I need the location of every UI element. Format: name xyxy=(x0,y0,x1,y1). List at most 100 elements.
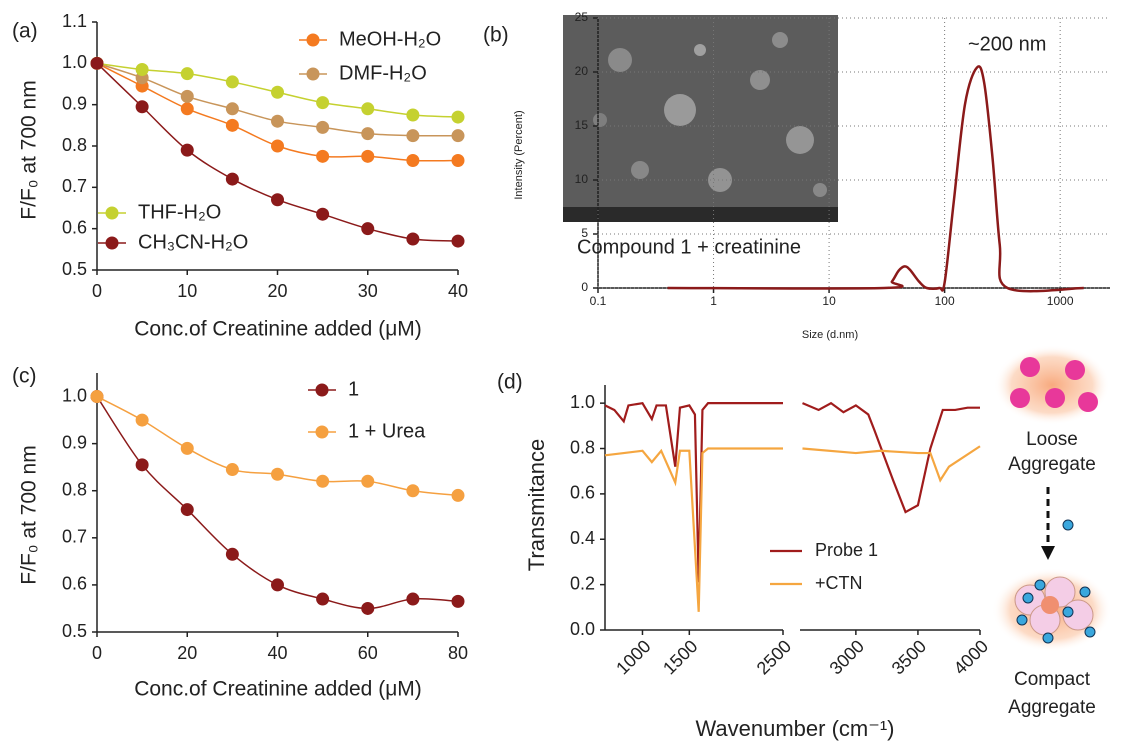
y-tick-label: 0.7 xyxy=(62,176,87,196)
point xyxy=(452,129,465,142)
y-tick-label: 1.0 xyxy=(62,52,87,72)
y-tick-label: 1.0 xyxy=(570,392,595,412)
x-axis-label: Conc.of Creatinine added (μM) xyxy=(134,318,422,341)
schematic-label: Compact xyxy=(1014,669,1091,690)
line xyxy=(802,403,980,512)
point xyxy=(181,442,194,455)
x-tick-label: 0.1 xyxy=(590,294,607,308)
legend-label: THF-H₂O xyxy=(138,201,221,223)
point xyxy=(91,57,104,70)
point xyxy=(361,475,374,488)
point xyxy=(181,503,194,516)
y-tick-label: 0.7 xyxy=(62,527,87,547)
x-tick-label: 10 xyxy=(177,281,197,301)
point xyxy=(226,102,239,115)
x-tick-label: 3500 xyxy=(888,636,930,678)
point xyxy=(91,390,104,403)
x-tick-label: 1500 xyxy=(659,636,701,678)
x-tick-label: 10 xyxy=(822,294,836,308)
y-tick-label: 10 xyxy=(575,172,589,186)
point xyxy=(452,111,465,124)
point xyxy=(406,129,419,142)
point xyxy=(406,154,419,167)
page: Loose Aggregate Compact Aggregate 0.5 0.6… xyxy=(0,0,1123,747)
x-tick-label: 2500 xyxy=(753,636,795,678)
y-tick-label: 0.6 xyxy=(62,217,87,237)
point xyxy=(406,484,419,497)
legend-label: DMF-H₂O xyxy=(339,62,427,84)
point xyxy=(361,127,374,140)
x-axis-label: Conc.of Creatinine added (μM) xyxy=(134,678,422,701)
y-tick-label: 0.4 xyxy=(570,528,595,548)
point xyxy=(316,121,329,134)
y-tick-label: 0.8 xyxy=(62,135,87,155)
x-tick-label: 40 xyxy=(448,281,468,301)
x-tick-label: 1000 xyxy=(612,636,654,678)
annotation: Compound 1 + creatinine xyxy=(577,236,801,258)
point xyxy=(271,86,284,99)
x-tick-label: 0 xyxy=(92,643,102,663)
y-tick-label: 0.9 xyxy=(62,93,87,113)
y-tick-label: 20 xyxy=(575,64,589,78)
legend-marker xyxy=(316,426,329,439)
point xyxy=(361,602,374,615)
x-tick-label: 80 xyxy=(448,643,468,663)
point xyxy=(136,414,149,427)
point xyxy=(316,593,329,606)
point xyxy=(136,63,149,76)
x-tick-label: 60 xyxy=(358,643,378,663)
line xyxy=(605,403,783,582)
schematic-label: Loose xyxy=(1026,429,1078,450)
point xyxy=(406,109,419,122)
panel-label: (c) xyxy=(12,365,37,388)
legend-marker xyxy=(106,237,119,250)
legend-label: 1 xyxy=(348,378,359,400)
legend-label: +CTN xyxy=(815,573,863,593)
x-axis-label: Size (d.nm) xyxy=(802,329,858,341)
x-tick-label: 20 xyxy=(177,643,197,663)
panel-label: (a) xyxy=(12,20,38,43)
point xyxy=(271,578,284,591)
panel-label: (b) xyxy=(483,24,509,47)
y-tick-label: 0.2 xyxy=(570,573,595,593)
point xyxy=(226,119,239,132)
point xyxy=(316,150,329,163)
line xyxy=(605,449,783,612)
point xyxy=(361,150,374,163)
point xyxy=(136,458,149,471)
point xyxy=(271,115,284,128)
y-axis-label: F/F₀ at 700 nm xyxy=(18,445,41,584)
schematic: Loose Aggregate Compact Aggregate xyxy=(992,345,1112,718)
point xyxy=(181,102,194,115)
y-tick-label: 1.0 xyxy=(62,385,87,405)
point xyxy=(452,154,465,167)
y-tick-label: 0.8 xyxy=(62,479,87,499)
point xyxy=(361,102,374,115)
y-tick-label: 0 xyxy=(581,280,588,294)
schematic-label: Aggregate xyxy=(1008,454,1096,475)
y-axis-label: Transmitance xyxy=(524,439,549,571)
point xyxy=(136,100,149,113)
point xyxy=(181,90,194,103)
point xyxy=(226,75,239,88)
y-tick-label: 15 xyxy=(575,118,589,132)
x-tick-label: 1 xyxy=(710,294,717,308)
y-tick-label: 0.5 xyxy=(62,621,87,641)
x-axis-label: Wavenumber (cm⁻¹) xyxy=(695,716,894,741)
y-tick-label: 0.6 xyxy=(62,574,87,594)
point xyxy=(452,235,465,248)
x-tick-label: 100 xyxy=(935,294,955,308)
legend-marker xyxy=(316,384,329,397)
legend-marker xyxy=(307,34,320,47)
annotation: ~200 nm xyxy=(968,33,1046,55)
y-axis-label: F/F₀ at 700 nm xyxy=(18,80,41,219)
point xyxy=(316,96,329,109)
x-tick-label: 1000 xyxy=(1047,294,1074,308)
x-tick-label: 3000 xyxy=(826,636,868,678)
y-tick-label: 25 xyxy=(575,10,589,24)
figure: Loose Aggregate Compact Aggregate 0.5 0.6… xyxy=(0,0,1123,747)
point xyxy=(361,222,374,235)
y-axis-label: Intensity (Percent) xyxy=(513,110,525,199)
x-tick-label: 4000 xyxy=(950,636,992,678)
point xyxy=(181,144,194,157)
